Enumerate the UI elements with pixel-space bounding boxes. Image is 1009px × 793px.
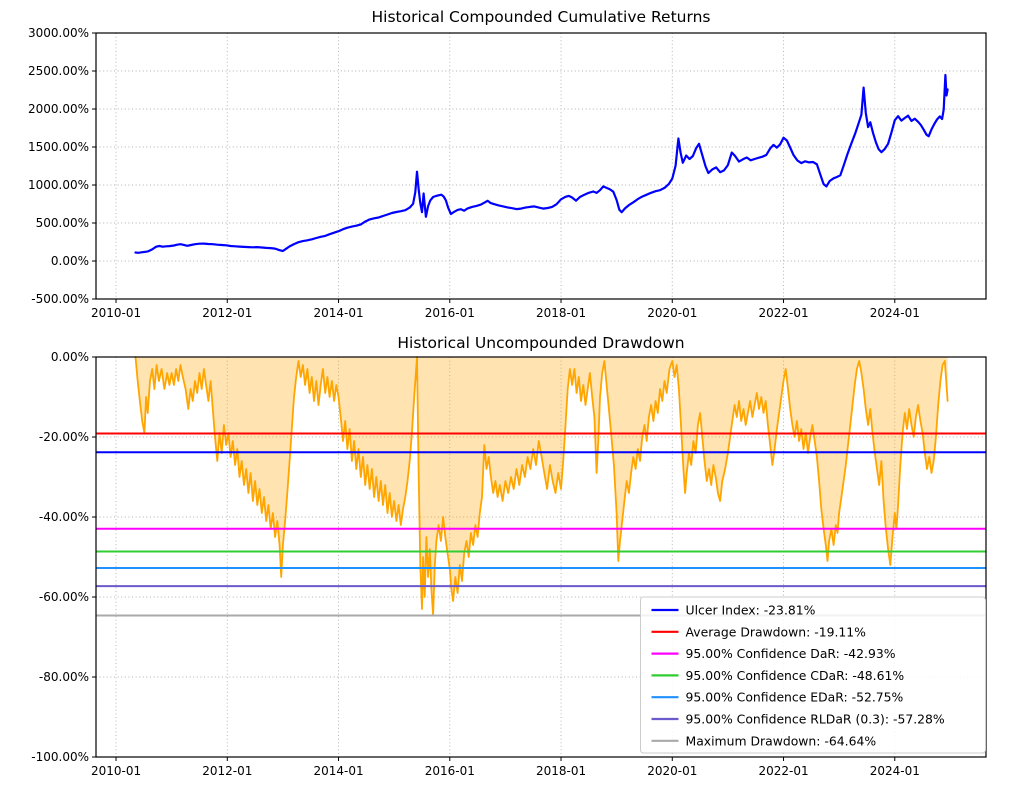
y-tick-label: 0.00%	[51, 350, 89, 364]
plot-frame	[95, 32, 987, 300]
cumulative-returns-series-line	[134, 73, 949, 254]
axes: 2010-01 2012-01 2014-01 2016-01 2018-01 2020-…	[31, 350, 920, 778]
confidence-edar-legend-label: 95.00% Confidence EDaR: -52.75%	[686, 690, 904, 705]
x-tick-label: 2012-01	[202, 306, 252, 320]
confidence-cdar-legend-label: 95.00% Confidence CDaR: -48.61%	[686, 668, 905, 683]
y-tick-label: 2000.00%	[28, 102, 89, 116]
x-tick-label: 2010-01	[91, 764, 141, 778]
x-tick-label: 2024-01	[870, 764, 920, 778]
y-tick-label: -100.00%	[31, 750, 89, 764]
legend-box	[640, 596, 986, 754]
drawdown-fill	[135, 357, 948, 615]
x-tick-label: 2022-01	[758, 306, 808, 320]
y-tick-label: -500.00%	[31, 292, 89, 306]
y-tick-label: -80.00%	[39, 670, 89, 684]
ulcer-index-legend-label: Ulcer Index: -23.81%	[686, 603, 816, 618]
returns-chart-title: Historical Compounded Cumulative Returns	[372, 8, 711, 26]
y-tick-label: 3000.00%	[28, 26, 89, 40]
drawdown-chart: 2010-01 2012-01 2014-01 2016-01 2018-01 2020-…	[31, 350, 987, 778]
x-tick-label: 2010-01	[91, 306, 141, 320]
x-tick-label: 2018-01	[536, 764, 586, 778]
confidence-rldar-legend-label: 95.00% Confidence RLDaR (0.3): -57.28%	[686, 712, 945, 727]
y-tick-label: 0.00%	[51, 254, 89, 268]
y-tick-label: -60.00%	[39, 590, 89, 604]
x-tick-label: 2022-01	[758, 764, 808, 778]
x-tick-label: 2024-01	[870, 306, 920, 320]
x-tick-label: 2016-01	[425, 764, 475, 778]
x-tick-label: 2016-01	[425, 306, 475, 320]
axes: 2010-01 2012-01 2014-01 2016-01 2018-01 2020-…	[28, 26, 920, 320]
x-tick-label: 2020-01	[647, 306, 697, 320]
plot-frame	[95, 356, 987, 758]
y-tick-label: 500.00%	[36, 216, 89, 230]
drawdown-series-line	[134, 356, 949, 616]
y-tick-label: 2500.00%	[28, 64, 89, 78]
y-tick-label: 1000.00%	[28, 178, 89, 192]
average-drawdown-legend-label: Average Drawdown: -19.11%	[686, 624, 867, 639]
x-tick-label: 2014-01	[313, 306, 363, 320]
maximum-drawdown-legend-label: Maximum Drawdown: -64.64%	[686, 733, 877, 748]
confidence-dar-legend-label: 95.00% Confidence DaR: -42.93%	[686, 646, 896, 661]
x-tick-label: 2020-01	[647, 764, 697, 778]
y-tick-label: -40.00%	[39, 510, 89, 524]
y-tick-label: -20.00%	[39, 430, 89, 444]
x-tick-label: 2012-01	[202, 764, 252, 778]
x-tick-label: 2018-01	[536, 306, 586, 320]
y-tick-label: 1500.00%	[28, 140, 89, 154]
drawdown-chart-title: Historical Uncompounded Drawdown	[397, 334, 684, 352]
gridlines	[96, 32, 986, 300]
x-tick-label: 2014-01	[313, 764, 363, 778]
legend: Ulcer Index: -23.81% Average Drawdown: -1…	[640, 596, 986, 754]
returns-chart: 2010-01 2012-01 2014-01 2016-01 2018-01 2020-…	[28, 26, 987, 320]
